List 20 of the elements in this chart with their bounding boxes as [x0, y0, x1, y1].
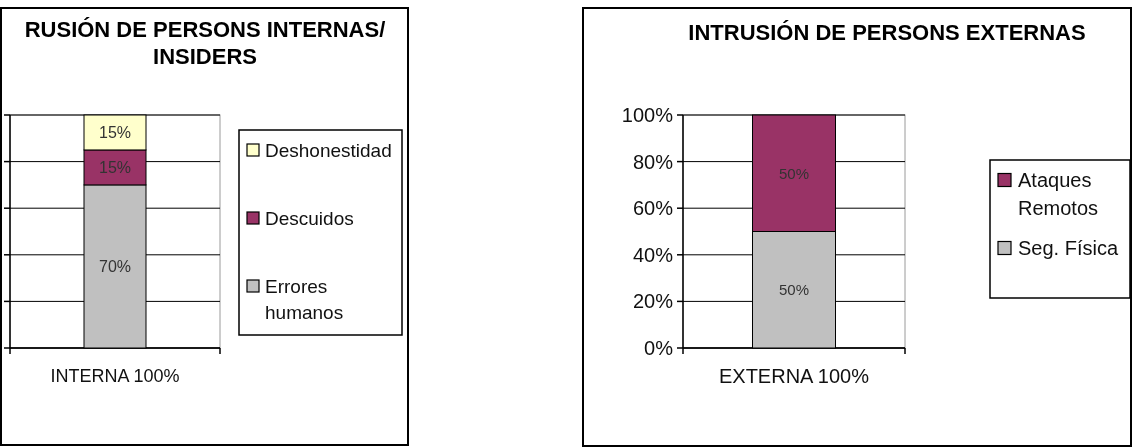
data-label: 15%	[98, 158, 132, 176]
data-label: 50%	[778, 164, 810, 182]
data-label: 50%	[778, 281, 810, 299]
y-tick-label: 60%	[632, 197, 674, 220]
legend-label: Deshonestidad	[265, 139, 392, 161]
chart-title: RUSIÓN DE PERSONS INTERNAS/ INSIDERS	[24, 17, 386, 69]
legend-label: Ataques Remotos	[1018, 169, 1099, 219]
y-tick-label: 0%	[644, 337, 674, 359]
y-tick-label: 40%	[632, 243, 674, 266]
legend-label: Descuidos	[265, 207, 354, 229]
data-label: 70%	[98, 257, 132, 275]
x-tick-label: INTERNA 100%	[50, 366, 180, 386]
legend-label: Seg. Física	[1018, 237, 1119, 259]
data-label: 15%	[98, 123, 132, 141]
x-tick-label: EXTERNA 100%	[718, 365, 870, 387]
y-tick-label: 80%	[632, 150, 674, 173]
y-tick-label: 100%	[621, 104, 674, 126]
y-tick-label: 20%	[632, 290, 674, 313]
legend-label: Errores humanos	[265, 275, 344, 323]
chart-title: INTRUSIÓN DE PERSONS EXTERNAS	[688, 20, 1086, 45]
